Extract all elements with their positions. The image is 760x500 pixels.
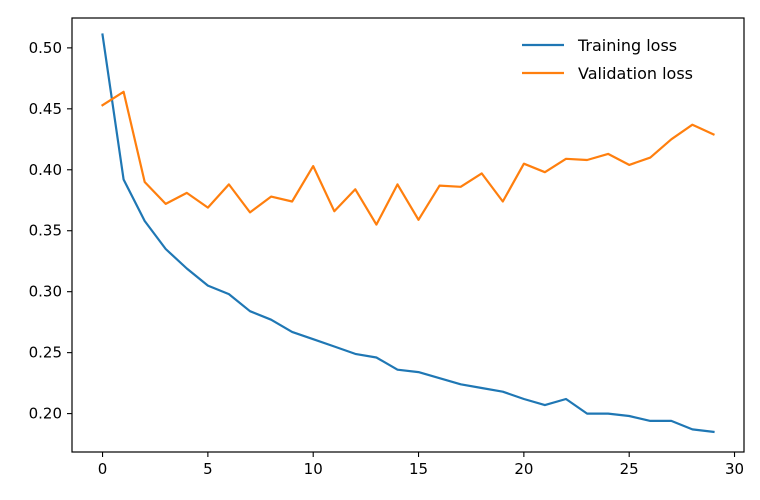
legend-label-training-loss: Training loss (577, 36, 677, 55)
y-tick-label: 0.25 (29, 344, 62, 362)
x-tick-label: 30 (725, 460, 744, 478)
axes-frame (71, 17, 745, 453)
y-tick-label: 0.30 (29, 283, 62, 301)
legend: Training loss Validation loss (522, 36, 693, 83)
x-tick-label: 25 (620, 460, 639, 478)
legend-label-validation-loss: Validation loss (578, 64, 693, 83)
x-tick-label: 5 (203, 460, 213, 478)
series-line-validation-loss (100, 90, 715, 226)
x-tick-label: 15 (409, 460, 428, 478)
y-tick-label: 0.40 (29, 161, 62, 179)
x-tick-label: 0 (98, 460, 108, 478)
y-tick-label: 0.20 (29, 405, 62, 423)
y-axis: 0.20 0.25 0.30 0.35 0.40 0.45 0.50 (29, 39, 72, 423)
x-tick-label: 10 (304, 460, 323, 478)
x-axis: 0 5 10 15 20 25 30 (98, 452, 744, 478)
plot-area (100, 33, 715, 434)
x-tick-label: 20 (514, 460, 533, 478)
y-tick-label: 0.50 (29, 39, 62, 57)
y-tick-label: 0.35 (29, 222, 62, 240)
series-line-training-loss (101, 33, 715, 434)
y-tick-label: 0.45 (29, 100, 62, 118)
